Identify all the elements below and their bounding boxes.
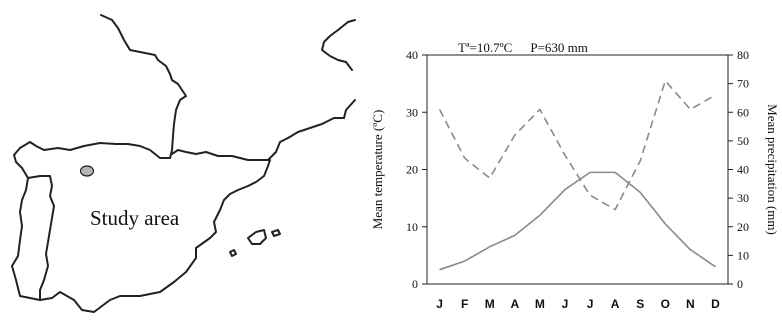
y-right-tick-label: 30 [737,191,749,205]
study-area-marker [79,165,95,177]
chart-title-precipitation: P=630 mm [530,40,588,55]
map-panel: Study area [0,0,360,322]
iberia-coastline [11,141,271,313]
y-left-tick-label: 30 [406,105,418,119]
x-tick-label: A [510,297,519,311]
y-right-axis-title: Mean precipitation (mm) [765,104,780,235]
x-tick-label: M [535,297,545,311]
chart-title-temperature: Tª=10.7ºC [458,40,513,55]
x-tick-label: O [661,297,670,311]
y-right-tick-label: 50 [737,134,749,148]
y-right-tick-label: 40 [737,163,749,177]
x-tick-label: A [611,297,620,311]
portugal-border [27,175,55,301]
y-left-tick-label: 10 [406,220,418,234]
y-right-tick-label: 0 [737,277,743,291]
y-left-tick-label: 20 [406,163,418,177]
x-tick-label: J [587,297,594,311]
balearic-ibiza [229,249,237,257]
y-left-tick-label: 40 [406,48,418,62]
chart-title: Tª=10.7ºC P=630 mm [458,40,606,56]
y-right-tick-label: 70 [737,77,749,91]
y-left-axis-title: Mean temperature (ºC) [370,110,385,230]
y-right-tick-label: 20 [737,220,749,234]
balearic-menorca [271,229,281,237]
x-tick-label: S [636,297,644,311]
x-tick-label: N [686,297,695,311]
plot-frame [426,54,729,285]
y-left-tick-label: 0 [412,277,418,291]
alps-border [321,19,356,71]
x-tick-label: D [711,297,720,311]
y-right-tick-label: 80 [737,48,749,62]
x-tick-label: J [436,297,443,311]
precipitation-series-line [438,79,716,211]
x-tick-label: F [461,297,468,311]
iberia-map [11,14,356,313]
study-area-label: Study area [90,206,180,230]
france-south-coast [267,117,345,161]
x-tick-label: M [485,297,495,311]
france-coastline [100,14,187,159]
temperature-series-line [439,171,716,271]
balearic-mallorca [247,229,267,245]
y-right-tick-label: 60 [737,105,749,119]
x-tick-label: J [562,297,569,311]
italy-coastline [343,99,356,119]
climate-chart: 0 10 20 30 40 0 10 20 30 40 50 60 70 80 J F M A M J J A S O N D Me… [370,48,780,311]
y-right-tick-label: 10 [737,248,749,262]
